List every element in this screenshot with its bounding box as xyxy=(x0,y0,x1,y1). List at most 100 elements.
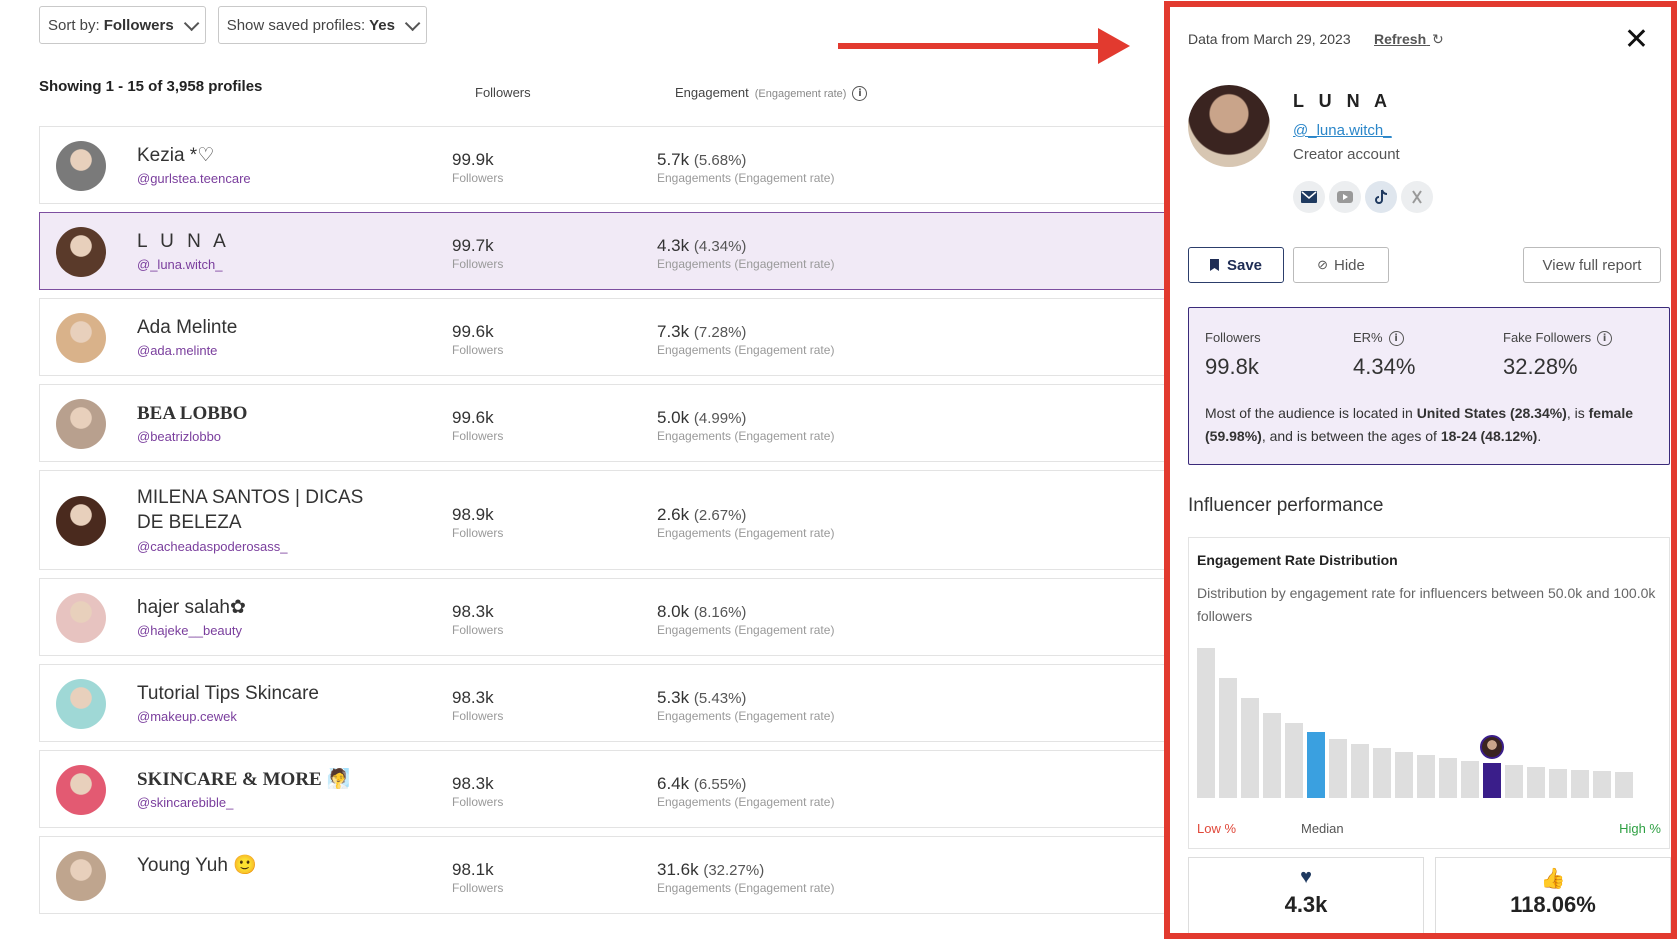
profile-handle-link[interactable]: @_luna.witch_ xyxy=(1293,122,1392,139)
stats-summary-box: Followers 99.8k ER% i 4.34% Fake Follower… xyxy=(1188,307,1670,465)
profile-row[interactable]: BEA LOBBO @beatrizlobbo 99.6k Followers 5.0k… xyxy=(39,384,1164,462)
tiktok-icon[interactable] xyxy=(1365,181,1397,213)
close-icon[interactable]: ✕ xyxy=(1623,23,1649,56)
hide-button-label: Hide xyxy=(1334,256,1365,274)
distribution-bar xyxy=(1417,755,1435,798)
filter-bar: Sort by: Followers Show saved profiles: … xyxy=(39,6,427,44)
info-icon[interactable]: i xyxy=(1388,331,1404,347)
youtube-icon[interactable] xyxy=(1329,181,1361,213)
profile-name[interactable]: BEA LOBBO xyxy=(137,403,248,424)
profile-name: L U N A xyxy=(1293,91,1393,111)
er-stat-label-wrap: ER% i xyxy=(1353,330,1404,347)
distribution-bar xyxy=(1241,698,1259,798)
annotation-arrow-line xyxy=(838,43,1108,49)
engagement-label: Engagements (Engagement rate) xyxy=(657,429,835,443)
engagement-count: 2.6k xyxy=(657,505,690,524)
profile-name[interactable]: Young Yuh 🙂 xyxy=(137,855,257,876)
followers-label: Followers xyxy=(452,171,504,185)
engagement-rate: (7.28%) xyxy=(693,324,747,341)
profile-name[interactable]: hajer salah✿ xyxy=(137,597,246,618)
followers-value: 98.3k xyxy=(452,602,494,621)
view-full-report-button[interactable]: View full report xyxy=(1523,247,1661,283)
distribution-bar xyxy=(1549,769,1567,798)
profile-row[interactable]: Young Yuh 🙂 98.1k Followers 31.6k (32.27%) E… xyxy=(39,836,1164,914)
refresh-label: Refresh xyxy=(1374,31,1427,47)
profile-handle[interactable]: @hajeke__beauty xyxy=(137,623,242,638)
summary-age: 18-24 (48.12%) xyxy=(1440,428,1538,444)
followers-stat-label: Followers xyxy=(1205,330,1261,345)
profile-handle[interactable]: @makeup.cewek xyxy=(137,709,237,724)
profile-row[interactable]: Ada Melinte @ada.melinte 99.6k Followers 7.3… xyxy=(39,298,1164,376)
profile-row[interactable]: Kezia *♡ @gurlstea.teencare 99.9k Followers… xyxy=(39,126,1164,204)
engagement-label: Engagements (Engagement rate) xyxy=(657,526,835,540)
profile-name[interactable]: Tutorial Tips Skincare xyxy=(137,683,319,704)
email-icon[interactable] xyxy=(1293,181,1325,213)
current-profile-marker xyxy=(1480,735,1504,759)
profile-name[interactable]: Kezia *♡ xyxy=(137,145,215,166)
profile-name[interactable]: Ada Melinte xyxy=(137,317,238,338)
avatar xyxy=(56,679,106,729)
low-label: Low % xyxy=(1197,821,1237,836)
distribution-bar xyxy=(1461,761,1479,798)
saved-profiles-dropdown[interactable]: Show saved profiles: Yes xyxy=(217,6,427,44)
engagement-column-header: Engagement (Engagement rate) i xyxy=(675,85,868,102)
fake-followers-value: 32.28% xyxy=(1503,354,1578,379)
avatar xyxy=(56,593,106,643)
profile-handle[interactable]: @_luna.witch_ xyxy=(137,257,223,272)
hide-button[interactable]: ⊘ Hide xyxy=(1293,247,1389,283)
followers-label: Followers xyxy=(452,526,504,540)
er-stat-value: 4.34% xyxy=(1353,354,1416,379)
engagement-header-sub: (Engagement rate) xyxy=(754,88,847,100)
engagement-rate: (8.16%) xyxy=(693,604,747,621)
profile-name[interactable]: SKINCARE & MORE 🧖 xyxy=(137,769,351,790)
profile-row[interactable]: L U N A @_luna.witch_ 99.7k Followers 4.3k (… xyxy=(39,212,1164,290)
engagement-value: 5.0k (4.99%) xyxy=(657,408,746,428)
engagement-rate: (4.99%) xyxy=(693,410,747,427)
annotation-arrow-head xyxy=(1098,28,1130,64)
chevron-down-icon xyxy=(404,15,421,31)
info-icon[interactable]: i xyxy=(852,86,868,102)
profile-row[interactable]: SKINCARE & MORE 🧖 @skincarebible_ 98.3k Fol… xyxy=(39,750,1164,828)
sort-dropdown[interactable]: Sort by: Followers xyxy=(39,6,206,44)
performance-section-title: Influencer performance xyxy=(1188,495,1384,516)
followers-value: 99.6k xyxy=(452,322,494,341)
other-social-icon[interactable] xyxy=(1401,181,1433,213)
profile-handle[interactable]: @cacheadaspoderosass_ xyxy=(137,539,288,554)
account-type: Creator account xyxy=(1293,146,1400,163)
engagement-value: 5.7k (5.68%) xyxy=(657,150,746,170)
distribution-bar xyxy=(1571,770,1589,798)
profile-row[interactable]: Tutorial Tips Skincare @makeup.cewek 98.3k… xyxy=(39,664,1164,742)
engagement-count: 6.4k xyxy=(657,774,690,793)
profile-handle[interactable]: @beatrizlobbo xyxy=(137,429,222,444)
refresh-link[interactable]: Refresh ↻ xyxy=(1374,31,1444,48)
profile-handle[interactable]: @ada.melinte xyxy=(137,343,218,358)
profile-row[interactable]: MILENA SANTOS | DICAS DE BELEZA @cacheada… xyxy=(39,470,1164,570)
engagement-rate: (5.68%) xyxy=(693,152,747,169)
followers-label: Followers xyxy=(452,343,504,357)
followers-value: 98.3k xyxy=(452,688,494,707)
profile-row[interactable]: hajer salah✿ @hajeke__beauty 98.3k Follower… xyxy=(39,578,1164,656)
avatar xyxy=(56,496,106,546)
distribution-bar xyxy=(1329,739,1347,798)
avg-likes-label: Avg. Likes xyxy=(1273,930,1339,939)
profile-handle[interactable]: @skincarebible_ xyxy=(137,795,234,810)
saved-label: Show saved profiles: xyxy=(226,16,366,34)
engagement-count: 7.3k xyxy=(657,322,690,341)
avatar xyxy=(56,399,106,449)
info-icon[interactable]: i xyxy=(1597,331,1613,347)
profile-name[interactable]: MILENA SANTOS | DICAS DE BELEZA xyxy=(137,487,364,533)
avatar xyxy=(56,765,106,815)
distribution-bar xyxy=(1593,771,1611,798)
engagement-value: 8.0k (8.16%) xyxy=(657,602,746,622)
profile-handle[interactable]: @gurlstea.teencare xyxy=(137,171,251,186)
engagement-label: Engagements (Engagement rate) xyxy=(657,171,835,185)
engagement-count: 4.3k xyxy=(657,236,690,255)
save-button[interactable]: Save xyxy=(1188,247,1284,283)
fake-followers-label: Fake Followers xyxy=(1503,330,1592,345)
engagement-value: 6.4k (6.55%) xyxy=(657,774,746,794)
paid-post-value: 118.06% xyxy=(1510,892,1596,917)
median-label: Median xyxy=(1301,821,1344,836)
profile-name[interactable]: L U N A xyxy=(137,231,230,252)
followers-value: 99.7k xyxy=(452,236,494,255)
followers-label: Followers xyxy=(452,881,504,895)
